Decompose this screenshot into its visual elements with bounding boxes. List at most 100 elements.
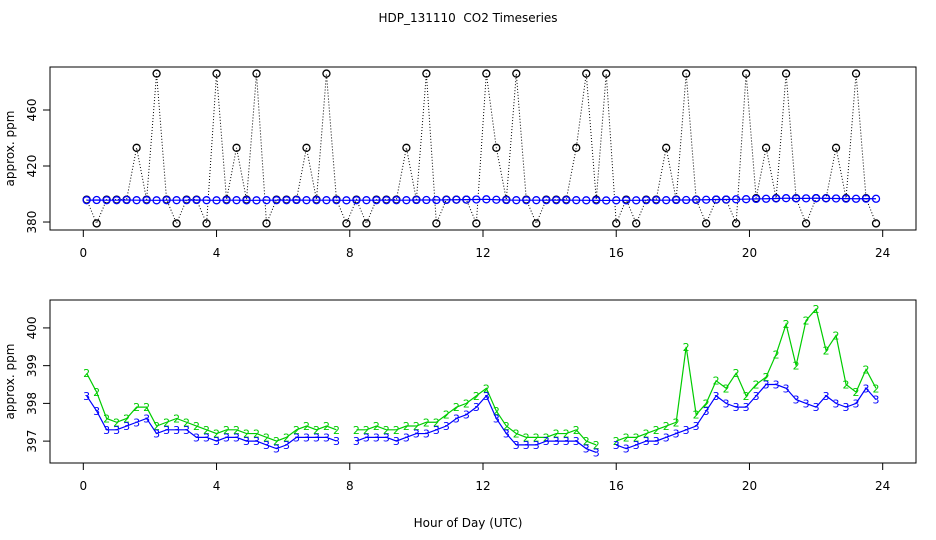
point-marker [702,195,711,204]
point-marker: 2 [313,424,320,437]
point-marker: 2 [683,341,690,354]
point-marker: 2 [613,435,620,448]
point-marker [612,196,621,205]
x-tick-label: 24 [875,246,890,260]
point-marker: 3 [493,412,500,425]
x-axis-label: Hour of Day (UTC) [414,516,523,530]
point-marker [811,194,821,203]
point-marker [282,196,291,205]
point-marker: 2 [103,412,110,425]
point-marker [392,196,401,205]
point-marker [182,196,191,205]
point-marker: 2 [863,363,870,376]
point-marker [652,196,661,205]
point-marker: 3 [563,435,570,448]
x-tick-label: 4 [213,479,221,493]
point-marker: 2 [513,428,520,441]
point-marker: 2 [233,424,240,437]
point-marker: 3 [363,431,370,444]
point-marker: 3 [503,428,510,441]
point-marker [702,219,711,228]
point-marker: 3 [853,397,860,410]
point-marker: 2 [773,348,780,361]
x-tick-label: 12 [475,479,490,493]
point-marker: 2 [703,397,710,410]
point-marker [622,196,631,205]
x-tick-label: 16 [609,479,624,493]
point-marker [402,143,411,152]
point-marker: 3 [543,435,550,448]
point-marker: 3 [443,420,450,433]
point-marker [292,195,301,205]
point-marker [242,196,251,205]
point-marker [422,195,431,205]
point-marker: 2 [173,412,180,425]
point-marker [632,196,641,205]
point-marker: 2 [183,416,190,429]
point-marker [482,69,491,78]
point-marker [262,196,271,205]
point-marker: 2 [143,401,150,414]
point-marker [851,194,861,203]
point-marker [602,69,611,78]
y-tick-label: 398 [25,392,39,415]
point-marker [442,195,451,205]
x-tick-label: 24 [875,479,890,493]
point-marker [712,195,721,204]
point-marker: 3 [233,431,240,444]
point-marker [542,196,551,205]
point-marker: 2 [543,431,550,444]
series-line [86,197,877,202]
point-marker: 3 [173,424,180,437]
point-marker [791,194,801,203]
point-marker: 2 [663,420,670,433]
point-marker [592,196,601,205]
point-marker: 3 [433,424,440,437]
point-marker: 2 [223,424,230,437]
point-marker: 3 [573,435,580,448]
point-marker: 2 [813,303,820,316]
point-marker: 3 [183,424,190,437]
point-marker: 3 [253,435,260,448]
point-marker [871,219,881,228]
point-marker: 3 [513,439,520,452]
point-marker [372,196,381,205]
point-marker: 3 [813,401,820,414]
point-marker: 2 [253,428,260,441]
series-line [616,307,877,442]
point-marker: 3 [403,431,410,444]
point-marker: 3 [333,435,340,448]
point-marker: 3 [593,446,600,459]
point-marker: 3 [553,435,560,448]
point-marker: 2 [433,416,440,429]
point-marker: 3 [223,431,230,444]
point-marker [761,194,771,203]
point-marker: 2 [363,424,370,437]
point-marker [572,196,581,205]
point-marker: 3 [773,379,780,392]
point-marker: 3 [743,401,750,414]
point-marker [382,196,391,205]
point-marker: 2 [563,428,570,441]
point-marker [831,194,841,203]
point-marker: 2 [653,424,660,437]
point-marker: 2 [83,367,90,380]
point-marker: 2 [733,367,740,380]
point-marker [552,196,561,205]
point-marker [492,143,501,152]
point-marker [692,195,701,205]
point-marker: 2 [93,386,100,399]
point-marker: 3 [323,431,330,444]
point-marker [512,196,521,205]
point-marker [252,196,261,205]
point-marker: 2 [383,424,390,437]
point-marker: 3 [863,382,870,395]
x-tick-label: 0 [79,246,87,260]
point-marker: 3 [163,424,170,437]
point-marker: 2 [753,379,760,392]
point-marker [192,195,201,205]
point-marker: 2 [153,420,160,433]
point-marker [122,195,131,205]
point-marker [432,219,441,228]
point-marker: 2 [593,439,600,452]
